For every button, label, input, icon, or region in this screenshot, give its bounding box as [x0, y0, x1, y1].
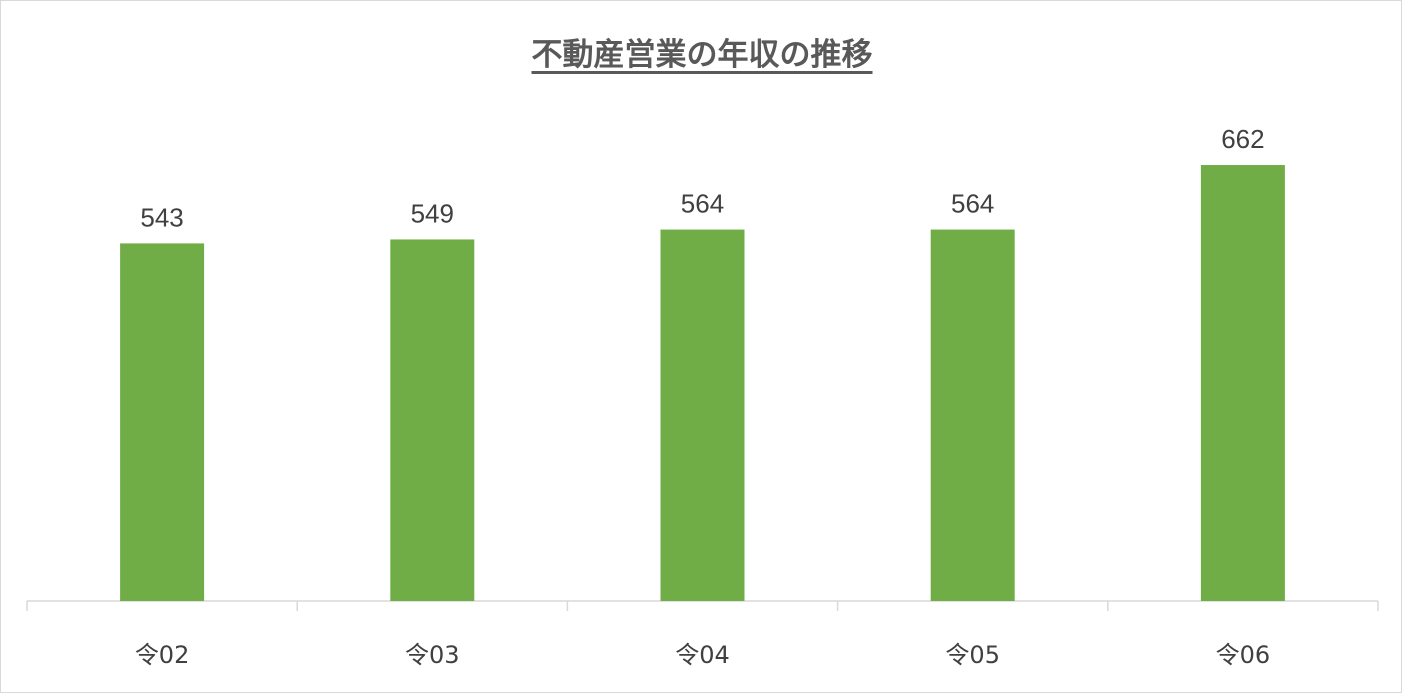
bar — [1200, 165, 1285, 602]
category-label: 令03 — [405, 641, 460, 669]
data-label: 543 — [140, 202, 183, 232]
data-label: 662 — [1221, 124, 1264, 154]
data-label: 564 — [681, 189, 724, 219]
category-label: 令04 — [675, 641, 730, 669]
category-label: 令05 — [945, 641, 1000, 669]
category-label: 令02 — [135, 641, 190, 669]
bar — [930, 229, 1015, 601]
data-label: 549 — [411, 198, 454, 228]
data-label: 564 — [951, 189, 994, 219]
bar — [390, 239, 475, 602]
bar — [120, 243, 205, 601]
bar — [660, 229, 745, 601]
chart-title: 不動産営業の年収の推移 — [531, 37, 873, 73]
category-label: 令06 — [1216, 641, 1271, 669]
